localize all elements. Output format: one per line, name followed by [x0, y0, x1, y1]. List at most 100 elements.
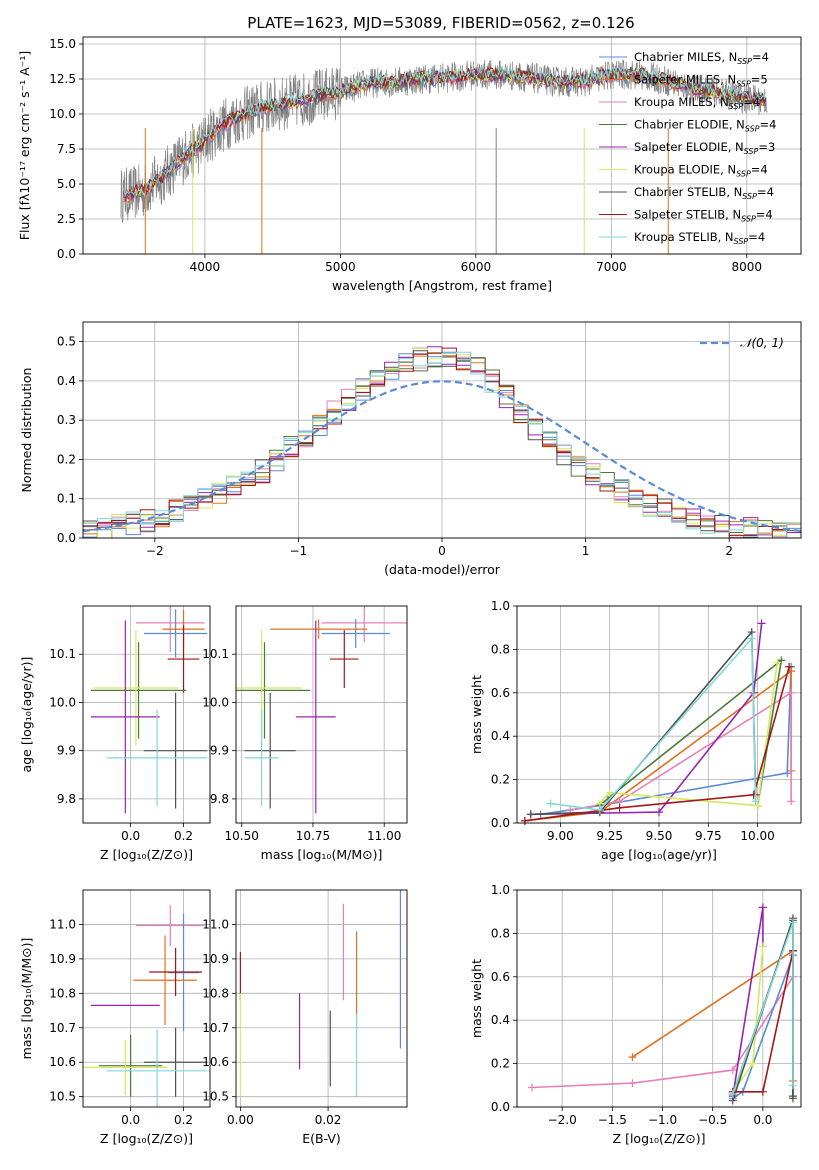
- weight-vs-age-frame: [516, 605, 802, 824]
- weight-vs-Z-ytick-label: 0.4: [491, 1013, 510, 1027]
- spectrum-xlabel: wavelength [Angstrom, rest frame]: [332, 278, 552, 293]
- weight-vs-age-point-marker: [787, 797, 796, 806]
- mass-vs-Z-ytick-label: 11.0: [49, 917, 76, 931]
- residuals-frame: [82, 321, 802, 539]
- weight-vs-Z-point-marker: [528, 1083, 537, 1092]
- spectrum-legend-label: Salpeter ELODIE, NSSP=3: [634, 140, 775, 156]
- spectrum-legend-label: Chabrier MILES, NSSP=4: [634, 50, 769, 66]
- weight-vs-age-point-marker: [751, 797, 760, 806]
- mass-vs-ebv-plot-area: [239, 890, 402, 1097]
- mass-vs-ebv-xtick-label: 0.02: [315, 1113, 342, 1127]
- residuals-legend-label: 𝒩(0, 1): [740, 336, 784, 350]
- weight-vs-Z-point-marker: [758, 903, 767, 912]
- spectrum-frame: [82, 36, 802, 255]
- residuals-xlabel: (data-model)/error: [384, 562, 501, 577]
- mass-vs-ebv-frame: [235, 889, 408, 1108]
- weight-vs-age-point-marker: [773, 658, 782, 667]
- spectrum-ytick-label: 15.0: [49, 37, 76, 51]
- weight-vs-age-xtick-label: 9.50: [646, 829, 673, 843]
- mass-vs-ebv-ytick-label: 11.0: [202, 917, 229, 931]
- weight-vs-age-ytick-label: 0.0: [491, 816, 510, 830]
- age-vs-mass-xlabel: mass [log₁₀(M/M⊙)]: [261, 847, 383, 862]
- weight-vs-age-point-marker: [757, 619, 766, 628]
- weight-vs-Z-frame: [516, 889, 802, 1108]
- mass-vs-Z-ytick-label: 10.6: [49, 1055, 76, 1069]
- spectrum-model-line: [123, 65, 767, 198]
- weight-vs-age-point-marker: [749, 790, 758, 799]
- weight-vs-Z-point-marker: [728, 1066, 737, 1075]
- weight-vs-age-point-marker: [747, 634, 756, 643]
- spectrum-ytick-label: 7.5: [57, 142, 76, 156]
- weight-vs-Z-point-marker: [788, 1092, 797, 1101]
- age-vs-mass-plot-area: [236, 606, 407, 814]
- age-vs-mass-ytick-label: 10.0: [202, 695, 229, 709]
- spectrum-legend-label: Salpeter STELIB, NSSP=4: [634, 208, 773, 224]
- weight-vs-Z-xtick-label: −1.5: [598, 1113, 627, 1127]
- spectrum-legend-label: Kroupa ELODIE, NSSP=4: [634, 163, 768, 179]
- spectrum-xtick-label: 6000: [461, 260, 492, 274]
- weight-vs-age-point-marker: [605, 788, 614, 797]
- age-vs-mass-ytick-label: 9.8: [210, 792, 229, 806]
- residuals-ytick-label: 0.0: [57, 531, 76, 545]
- weight-vs-Z-ytick-label: 0.2: [491, 1057, 510, 1071]
- mass-vs-ebv-ytick-label: 10.9: [202, 952, 229, 966]
- mass-vs-Z-xtick-label: 0.0: [121, 1113, 140, 1127]
- age-vs-Z-xtick-label: 0.2: [174, 829, 193, 843]
- weight-vs-Z-ytick-label: 0.8: [491, 926, 510, 940]
- weight-vs-Z-xtick-label: −2.0: [548, 1113, 577, 1127]
- mass-vs-ebv-ytick-label: 10.8: [202, 986, 229, 1000]
- spectrum-model-line: [123, 66, 767, 199]
- weight-vs-age-ylabel: mass weight: [469, 675, 484, 754]
- weight-vs-Z-point-marker: [788, 1081, 797, 1090]
- weight-vs-Z-xtick-label: −1.0: [648, 1113, 677, 1127]
- mass-vs-Z-plot-area: [83, 904, 208, 1107]
- weight-vs-age-point-marker: [520, 816, 529, 825]
- figure-title: PLATE=1623, MJD=53089, FIBERID=0562, z=0…: [247, 14, 634, 32]
- weight-vs-age-ytick-label: 0.6: [491, 686, 510, 700]
- age-vs-Z-ylabel: age [log₁₀(age/yr)]: [19, 657, 34, 773]
- weight-vs-age-series-line: [550, 636, 757, 811]
- age-vs-Z-plot-area: [90, 606, 208, 814]
- residuals-xtick-label: 1: [582, 544, 590, 558]
- weight-vs-age-point-marker: [753, 801, 762, 810]
- age-vs-mass-xtick-label: 10.75: [296, 829, 330, 843]
- mass-vs-Z-ytick-label: 10.7: [49, 1021, 76, 1035]
- mass-vs-Z-ytick-label: 10.8: [49, 986, 76, 1000]
- residuals-histogram: [83, 351, 801, 538]
- residuals-xtick-label: −1: [290, 544, 308, 558]
- spectrum-legend-label: Salpeter MILES, NSSP=5: [634, 73, 768, 89]
- weight-vs-Z-point-marker: [758, 942, 767, 951]
- mass-vs-ebv-xtick-label: 0.00: [227, 1113, 254, 1127]
- age-vs-Z-frame: [82, 605, 211, 824]
- residuals-ytick-label: 0.4: [57, 374, 76, 388]
- weight-vs-Z-point-marker: [788, 918, 797, 927]
- weight-vs-age-series-line: [524, 666, 790, 822]
- age-vs-mass-ytick-label: 9.9: [210, 744, 229, 758]
- mass-vs-ebv-ytick-label: 10.7: [202, 1021, 229, 1035]
- weight-vs-Z-xtick-label: 0.0: [753, 1113, 772, 1127]
- weight-vs-age-xtick-label: 9.00: [547, 829, 574, 843]
- residuals-ytick-label: 0.5: [57, 335, 76, 349]
- weight-vs-Z-xtick-label: −0.5: [698, 1113, 727, 1127]
- weight-vs-Z-xlabel: Z [log₁₀(Z/Z⊙)]: [613, 1131, 706, 1146]
- weight-vs-age-point-marker: [787, 688, 796, 697]
- age-vs-Z-ytick-label: 9.8: [57, 792, 76, 806]
- age-vs-Z-ytick-label: 10.1: [49, 647, 76, 661]
- weight-vs-age-ytick-label: 1.0: [491, 599, 510, 613]
- weight-vs-age-point-marker: [546, 799, 555, 808]
- age-vs-mass-frame: [235, 605, 408, 824]
- residuals-ytick-label: 0.2: [57, 452, 76, 466]
- weight-vs-Z-plot-area: [528, 903, 797, 1105]
- weight-vs-age-xtick-label: 9.25: [596, 829, 623, 843]
- weight-vs-Z-ylabel: mass weight: [469, 959, 484, 1038]
- residuals-ytick-label: 0.3: [57, 413, 76, 427]
- weight-vs-age-series-line: [530, 623, 763, 816]
- age-vs-mass-ytick-label: 10.1: [202, 647, 229, 661]
- mass-vs-Z-ytick-label: 10.5: [49, 1090, 76, 1104]
- mass-vs-Z-frame: [82, 889, 211, 1108]
- spectrum-plot-area: [120, 59, 768, 254]
- weight-vs-age-point-marker: [785, 662, 794, 671]
- age-vs-Z-xtick-label: 0.0: [121, 829, 140, 843]
- age-vs-Z-ytick-label: 9.9: [57, 744, 76, 758]
- spectrum-legend-label: Kroupa STELIB, NSSP=4: [634, 230, 765, 246]
